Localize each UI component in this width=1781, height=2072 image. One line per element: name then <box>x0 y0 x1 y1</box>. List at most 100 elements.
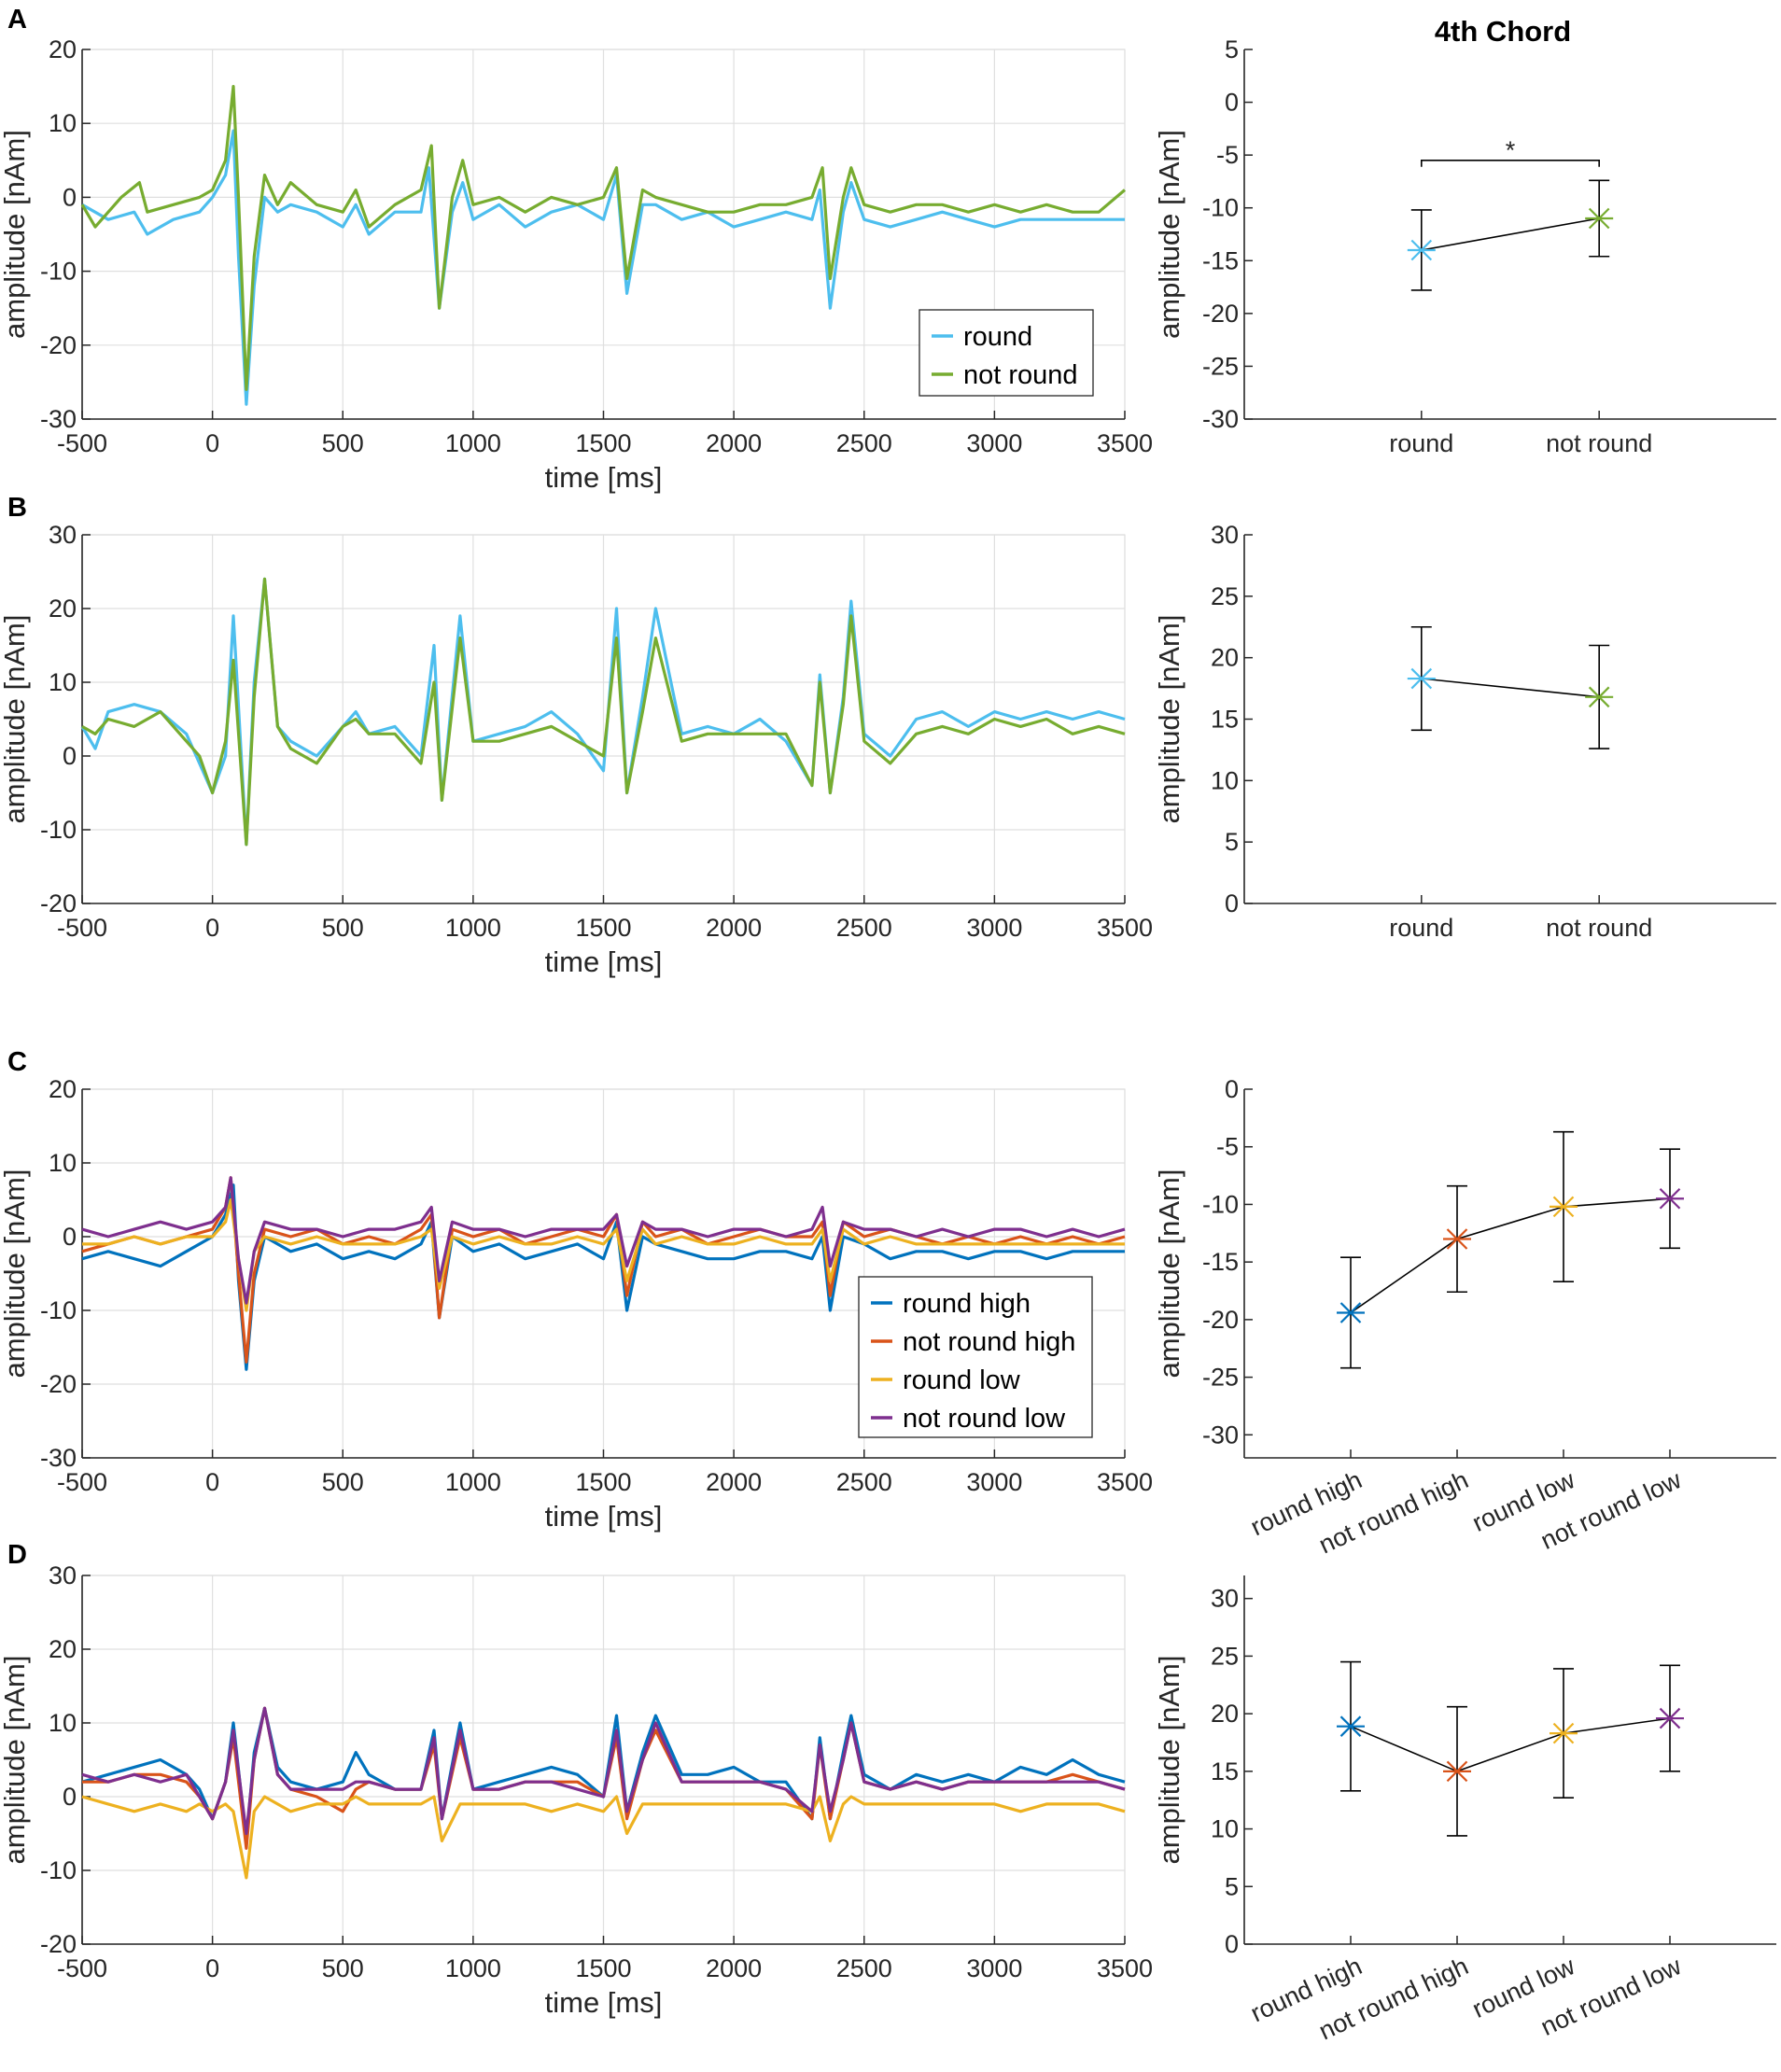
x-tick-label: 2500 <box>836 1954 892 1982</box>
y-tick-label: -20 <box>1202 300 1239 328</box>
marker-stroke <box>1588 686 1610 708</box>
x-category-label: round <box>1389 429 1453 457</box>
y-tick-label: -25 <box>1202 352 1239 380</box>
panel-label-b: B <box>7 493 27 523</box>
x-tick-label: 2500 <box>836 429 892 457</box>
marker-stroke <box>1588 207 1610 230</box>
y-tick-label: 25 <box>1211 582 1239 610</box>
x-tick-label: 1500 <box>575 914 631 942</box>
marker-stroke <box>1410 239 1433 261</box>
series-line-round <box>80 577 1126 847</box>
legend-label: round <box>963 322 1032 352</box>
marker-stroke <box>1552 1722 1575 1744</box>
y-tick-label: -10 <box>40 816 77 844</box>
x-tick-label: 2500 <box>836 914 892 942</box>
y-tick-label: -10 <box>1202 194 1239 222</box>
x-tick-label: 3000 <box>966 1954 1022 1982</box>
asterisk-marker <box>1407 667 1436 690</box>
y-tick-label: -10 <box>1202 1190 1239 1218</box>
y-tick-label: 20 <box>1211 1700 1239 1728</box>
x-tick-label: 2000 <box>706 914 762 942</box>
y-tick-label: 10 <box>49 109 77 137</box>
asterisk-marker <box>1550 1722 1578 1744</box>
asterisk-marker <box>1443 1228 1471 1250</box>
errorbar-not-round <box>1585 644 1614 749</box>
y-tick-label: -10 <box>40 1296 77 1324</box>
marker-stroke <box>1339 1715 1362 1737</box>
errorbar-not-round-high <box>1443 1184 1471 1294</box>
y-tick-label: 0 <box>63 742 77 770</box>
y-tick-label: -15 <box>1202 1248 1239 1276</box>
mean-connector-line <box>1421 217 1600 251</box>
legend-label: round high <box>903 1289 1031 1319</box>
line-chart-a: -30 -20 -10 0 10 20 amplitude [nAm] -500 0 500 100… <box>0 35 1153 494</box>
significance-bracket: * <box>1421 136 1600 167</box>
line-chart-b: -20 -10 0 10 20 30 amplitude [nAm] -500 0 500 1000… <box>0 521 1153 978</box>
y-axis-label: amplitude [nAm] <box>1153 1169 1185 1379</box>
y-tick-label: 30 <box>49 1561 77 1589</box>
y-tick-label: 10 <box>49 668 77 696</box>
x-category-label: not round <box>1546 914 1652 942</box>
errorbar-round <box>1407 209 1436 291</box>
asterisk-marker <box>1337 1715 1365 1737</box>
y-axis-label: amplitude [nAm] <box>1153 130 1185 339</box>
legend-box <box>919 309 1094 397</box>
errorbar-not-round-low <box>1656 1148 1684 1250</box>
marker-stroke <box>1410 667 1433 690</box>
errorbar-not-round-low <box>1656 1664 1684 1772</box>
x-tick-label: 500 <box>322 914 364 942</box>
series-line-not-round-low <box>81 1706 1126 1836</box>
errorbar-chart-a2: -30 -25 -20 -15 -10 -5 0 5 amplitude [nAm] round n… <box>1153 35 1776 457</box>
x-tick-label: -500 <box>57 1468 107 1496</box>
asterisk-marker <box>1443 1760 1471 1783</box>
x-axis-label: time [ms] <box>545 461 663 494</box>
y-tick-label: 5 <box>1225 1872 1239 1900</box>
bracket-line <box>1421 160 1600 167</box>
mean-connector-line <box>1421 678 1600 698</box>
y-tick-label: -20 <box>40 331 77 359</box>
series-line-not-round-low <box>81 1176 1126 1305</box>
legend-label: round low <box>903 1365 1021 1395</box>
asterisk-marker <box>1585 207 1614 230</box>
asterisk-marker <box>1337 1302 1365 1323</box>
x-tick-label: 3500 <box>1097 1468 1153 1496</box>
asterisk-marker <box>1585 686 1614 708</box>
y-tick-label: -20 <box>40 1930 77 1958</box>
y-tick-label: 10 <box>49 1709 77 1737</box>
marker-stroke <box>1446 1228 1468 1250</box>
x-axis-label: time [ms] <box>545 945 663 978</box>
legend: round high not round high round low not rou… <box>858 1276 1093 1438</box>
x-tick-label: 0 <box>205 1954 219 1982</box>
legend-label: not round high <box>903 1327 1075 1357</box>
x-tick-label: 1000 <box>445 1954 501 1982</box>
y-tick-label: 20 <box>49 595 77 623</box>
y-tick-label: 0 <box>63 1223 77 1251</box>
y-tick-label: -15 <box>1202 246 1239 274</box>
x-tick-label: 1000 <box>445 1468 501 1496</box>
mean-connector-line <box>1350 1197 1671 1314</box>
x-tick-label: 1500 <box>575 1468 631 1496</box>
y-tick-label: -30 <box>40 1444 77 1472</box>
x-tick-label: 3000 <box>966 914 1022 942</box>
y-tick-label: -5 <box>1216 141 1239 169</box>
x-tick-label: 1000 <box>445 914 501 942</box>
x-tick-label: 500 <box>322 429 364 457</box>
asterisk-marker <box>1656 1187 1684 1210</box>
y-tick-label: 0 <box>1225 889 1239 917</box>
y-tick-label: 20 <box>49 35 77 63</box>
legend-label: not round <box>963 360 1078 390</box>
x-axis-label: time [ms] <box>545 1500 663 1533</box>
y-tick-label: 0 <box>63 1783 77 1811</box>
x-tick-label: 2000 <box>706 1468 762 1496</box>
series-line-round-low <box>81 1795 1126 1880</box>
y-tick-label: 5 <box>1225 35 1239 63</box>
x-tick-label: 0 <box>205 914 219 942</box>
marker-stroke <box>1659 1707 1681 1729</box>
panel-label-c: C <box>7 1047 27 1077</box>
panel-label-d: D <box>7 1540 27 1570</box>
y-tick-label: 30 <box>49 521 77 549</box>
errorbar-not-round <box>1585 179 1614 258</box>
